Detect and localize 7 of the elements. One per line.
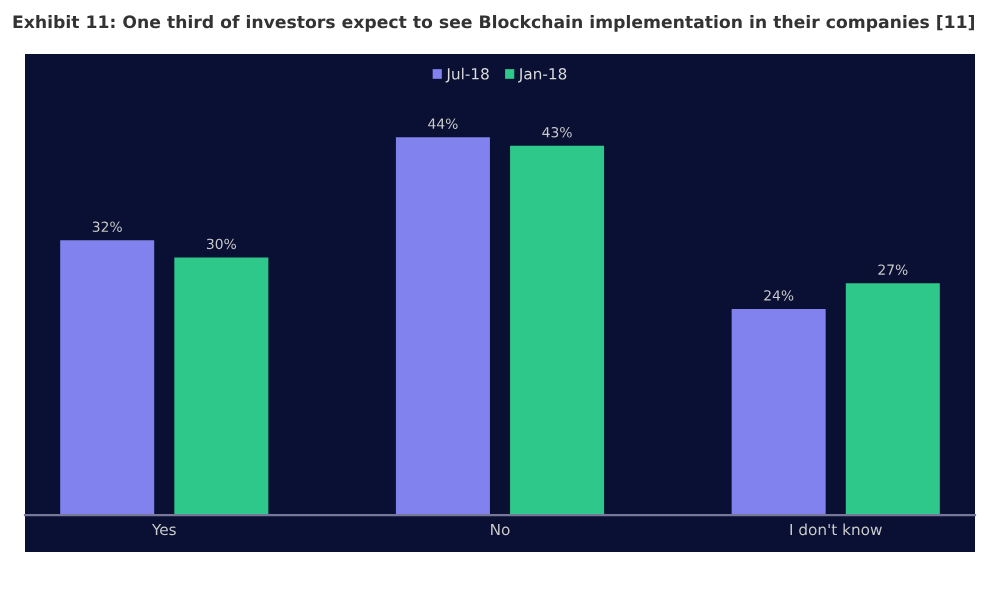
bar <box>731 308 826 516</box>
bar <box>60 240 155 516</box>
chart-title: Exhibit 11: One third of investors expect to see Blockchain implementation in their companies [11] <box>13 15 974 32</box>
bar <box>510 145 605 516</box>
bar <box>395 137 490 516</box>
bar <box>174 257 269 516</box>
bar <box>845 283 940 516</box>
